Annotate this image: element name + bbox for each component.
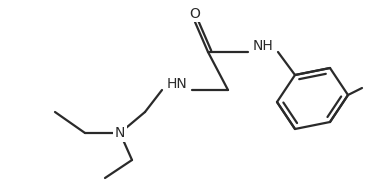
Text: O: O bbox=[190, 7, 201, 21]
Text: N: N bbox=[115, 126, 125, 140]
Text: NH: NH bbox=[253, 39, 273, 53]
Text: HN: HN bbox=[167, 77, 187, 91]
